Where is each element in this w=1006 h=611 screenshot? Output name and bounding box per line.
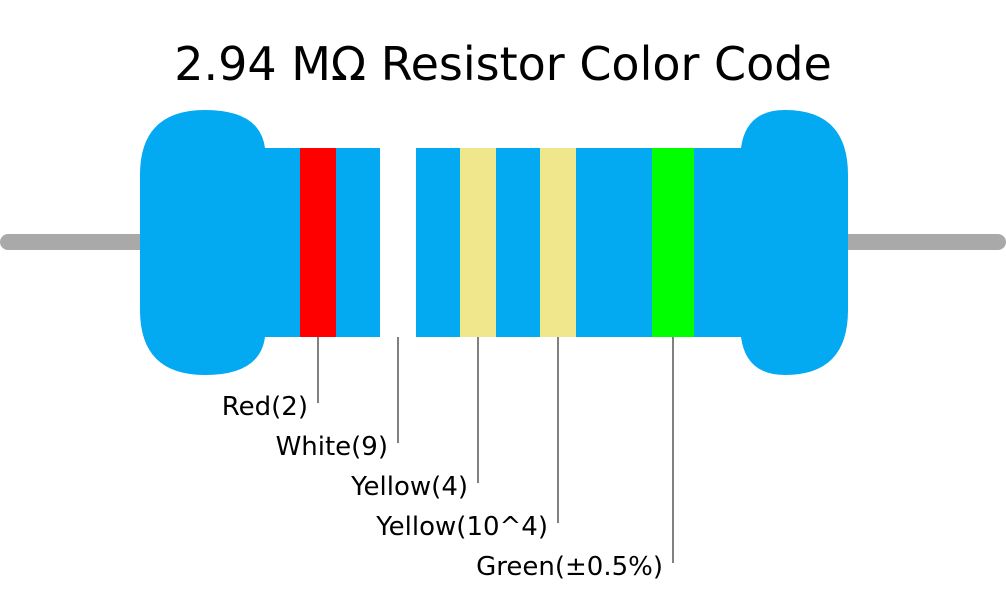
color-band [540,148,576,337]
band-label: Yellow(4) [350,472,468,502]
color-band [300,148,336,337]
band-label: Green(±0.5%) [476,552,663,582]
bands: Red(2) White(9) Yellow(4) Yellow(10^4) Green… [222,148,694,582]
color-band [460,148,496,337]
band-label: Red(2) [222,392,308,422]
title: 2.94 MΩ Resistor Color Code [174,37,832,91]
color-band [652,148,694,337]
band-label: White(9) [276,432,388,462]
band-label: Yellow(10^4) [375,512,548,542]
color-band [380,148,416,337]
